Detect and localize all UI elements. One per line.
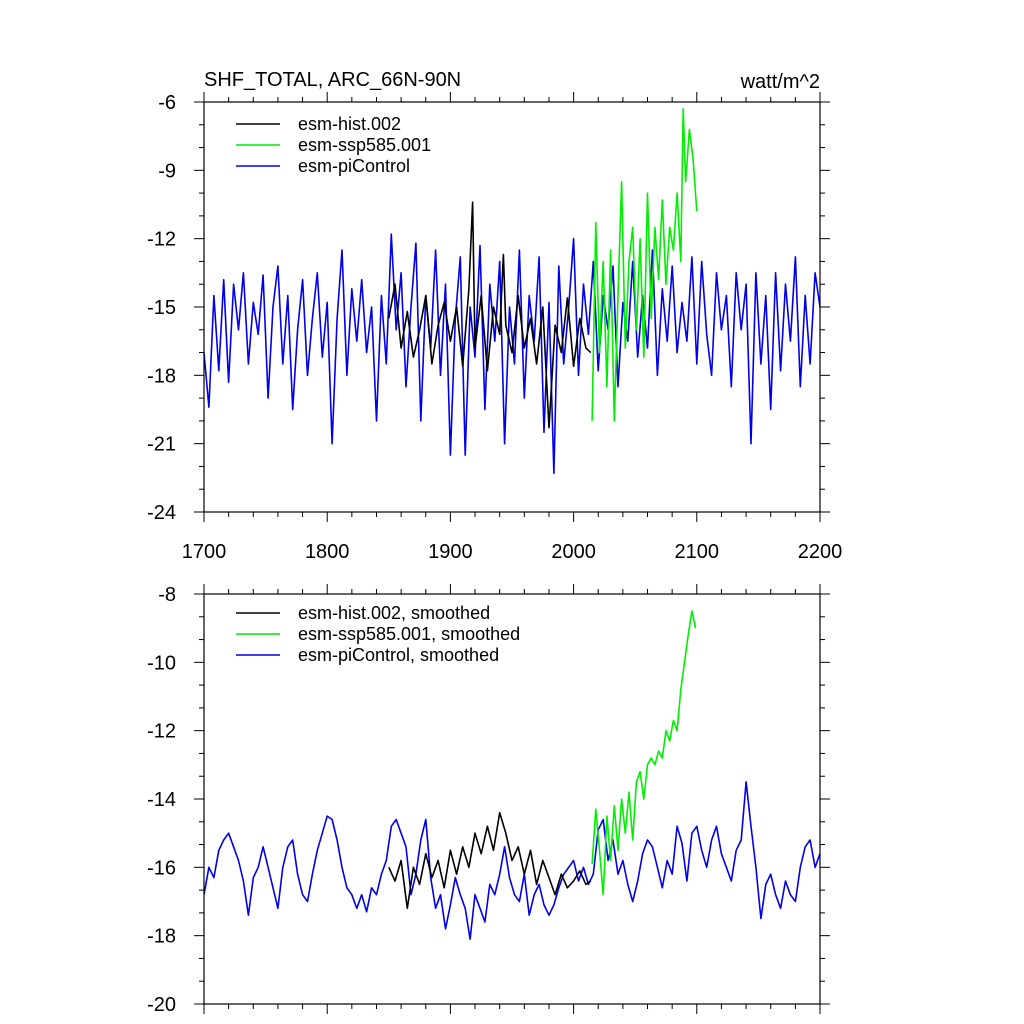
- y-tick-label: -16: [147, 857, 176, 879]
- x-tick-label: 1700: [182, 541, 227, 563]
- x-tick-label: 2100: [675, 541, 720, 563]
- y-tick-label: -12: [147, 721, 176, 743]
- y-tick-label: -18: [147, 365, 176, 387]
- y-tick-label: -10: [147, 652, 176, 674]
- top-panel: SHF_TOTAL, ARC_66N-90N watt/m^2 1700 1800…: [147, 69, 842, 563]
- y-tick-label: -9: [158, 160, 176, 182]
- y-tick-label: -15: [147, 297, 176, 319]
- units-label: watt/m^2: [740, 71, 820, 93]
- series-line-1: [591, 108, 698, 422]
- series-line-0: [388, 811, 592, 910]
- legend-label: esm-piControl: [298, 156, 410, 176]
- y-tick-label: -6: [158, 92, 176, 114]
- series-line-1: [591, 610, 697, 896]
- y-tick-label: -24: [147, 502, 176, 524]
- legend-label: esm-ssp585.001: [298, 135, 431, 155]
- legend-label: esm-ssp585.001, smoothed: [298, 624, 520, 644]
- bottom-axes: -20 -18 -16 -14 -12 -10 -8: [147, 584, 830, 1016]
- bottom-panel: -20 -18 -16 -14 -12 -10 -8 esm-hist.002, smoot…: [147, 584, 830, 1016]
- series-line-2: [204, 781, 820, 940]
- legend-label: esm-hist.002: [298, 114, 401, 134]
- x-tick-label: 1900: [428, 541, 473, 563]
- bottom-series-group: [204, 610, 820, 940]
- y-tick-label: -12: [147, 229, 176, 251]
- y-tick-label: -14: [147, 789, 176, 811]
- x-tick-label: 2200: [798, 541, 843, 563]
- series-line-2: [204, 233, 820, 475]
- top-axes: 1700 1800 1900 2000 2100 2200 -24 -21 -18 -15 -12 -…: [147, 92, 842, 563]
- x-tick-label: 1800: [305, 541, 350, 563]
- y-tick-label: -20: [147, 994, 176, 1016]
- legend-label: esm-hist.002, smoothed: [298, 603, 490, 623]
- series-line-0: [388, 201, 592, 429]
- plot-frame: [203, 593, 821, 1005]
- y-tick-label: -18: [147, 926, 176, 948]
- chart-title: SHF_TOTAL, ARC_66N-90N: [204, 69, 461, 91]
- top-series-group: [204, 108, 820, 475]
- y-tick-label: -21: [147, 434, 176, 456]
- legend-label: esm-piControl, smoothed: [298, 645, 499, 665]
- x-tick-label: 2000: [551, 541, 596, 563]
- y-tick-label: -8: [158, 584, 176, 606]
